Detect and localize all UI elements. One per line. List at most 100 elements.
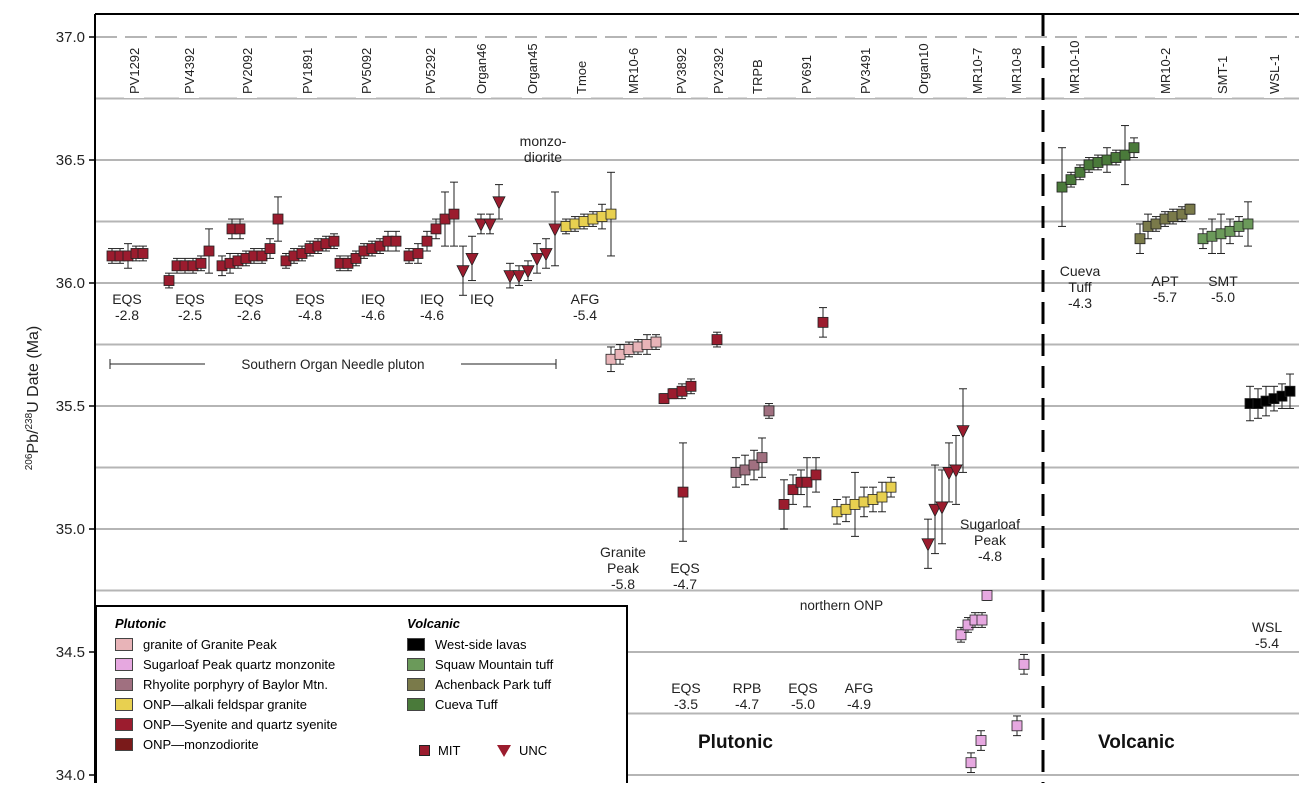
legend-label: Cueva Tuff [435, 697, 498, 712]
sample-labels: PV1292 PV4392 PV2092 PV1891 PV5092 PV5292 Orga… [124, 40, 1284, 98]
data-point-mit [1167, 211, 1179, 222]
sample-label-bg [1155, 40, 1175, 98]
legend-swatch [115, 658, 133, 671]
legend-unc: UNC [497, 743, 547, 758]
data-point-mit [867, 494, 879, 505]
data-point-mit [658, 393, 670, 405]
data-point-mit [756, 452, 768, 464]
sample-label-bg [623, 40, 643, 98]
legend-label: Sugarloaf Peak quartz monzonite [143, 657, 336, 672]
data-point-mit [430, 223, 442, 235]
data-point-mit [163, 275, 175, 286]
sample-label: TRPB [750, 59, 765, 94]
legend-swatch [407, 698, 425, 711]
legend-item: Rhyolite porphyry of Baylor Mtn. [115, 677, 328, 692]
northern-range-label: northern ONP [800, 598, 883, 613]
square-marker-icon [419, 745, 430, 756]
sample-label-bg [796, 40, 816, 98]
legend-swatch [407, 638, 425, 651]
y-tick-label: 37.0 [56, 29, 85, 46]
sample-label: PV5092 [359, 48, 374, 94]
data-point-unc [949, 464, 963, 478]
data-point-mit [711, 334, 723, 345]
data-point-mit [195, 257, 207, 269]
sample-label-bg [671, 40, 691, 98]
data-point-mit [623, 344, 635, 355]
data-point-mit [1242, 218, 1254, 230]
sample-label-bg [855, 40, 875, 98]
group-annotation: -4.6 [420, 307, 444, 323]
data-point-mit [667, 388, 679, 400]
data-point-mit [817, 316, 829, 328]
group-annotation: IEQ [420, 291, 444, 307]
data-point-mit [840, 503, 852, 515]
data-point-unc [935, 501, 949, 515]
sample-label: WSL-1 [1267, 54, 1282, 94]
legend-mit: MIT [419, 743, 460, 758]
group-annotation: AFG [845, 680, 874, 696]
data-point-unc [456, 265, 470, 279]
data-point-mit [1056, 181, 1068, 193]
group-annotation: -3.5 [674, 696, 698, 712]
southern-range-label: Southern Organ Needle pluton [241, 357, 424, 372]
data-point-mit [1184, 203, 1196, 215]
annotations: EQS-2.8EQS-2.5EQS-2.6EQS-4.8IEQ-4.6IEQ-4… [109, 133, 1282, 712]
group-annotation: -4.7 [735, 696, 759, 712]
group-annotation: -5.0 [791, 696, 815, 712]
data-point-unc [530, 253, 544, 267]
sample-label-bg [1064, 40, 1084, 98]
southern-range-label-bg [205, 354, 461, 374]
data-point-mit [876, 491, 888, 503]
sample-label: MR10-10 [1067, 41, 1082, 94]
legend-swatch [115, 738, 133, 751]
data-point-mit [605, 208, 617, 220]
sample-label: Organ45 [525, 43, 540, 94]
data-point-mit [234, 223, 246, 235]
data-point-unc [492, 196, 506, 210]
group-annotation: -4.3 [1068, 295, 1092, 311]
data-point-mit [849, 498, 861, 510]
legend-label: West-side lavas [435, 637, 527, 652]
data-point-unc [921, 538, 935, 552]
data-point-mit [955, 629, 967, 641]
group-annotation: Sugarloaf [960, 516, 1020, 532]
group-annotation: EQS [295, 291, 325, 307]
data-point-mit [203, 245, 215, 257]
data-point-mit [748, 459, 760, 471]
data-point-mit [1128, 142, 1140, 154]
sample-label: Tmoe [574, 61, 589, 94]
sample-label: PV1292 [127, 48, 142, 94]
legend-item: Cueva Tuff [407, 697, 498, 712]
group-annotation: Cueva [1060, 263, 1101, 279]
sample-label: SMT-1 [1215, 56, 1230, 94]
legend-label: Rhyolite porphyry of Baylor Mtn. [143, 677, 328, 692]
data-point-unc [548, 223, 562, 237]
sample-label-bg [913, 40, 933, 98]
group-annotation: -2.5 [178, 307, 202, 323]
sample-label-bg [967, 40, 987, 98]
legend-item: Squaw Mountain tuff [407, 657, 553, 672]
legend-label: ONP—monzodiorite [143, 737, 259, 752]
data-point-mit [801, 476, 813, 488]
sample-label-bg [747, 40, 767, 98]
legend-label: ONP—alkali feldspar granite [143, 697, 308, 712]
data-point-mit [1101, 154, 1113, 166]
sample-label-bg [237, 40, 257, 98]
group-annotation: EQS [112, 291, 142, 307]
data-point-unc [956, 425, 970, 439]
data-point-mit [1224, 225, 1236, 237]
data-point-mit [981, 590, 993, 601]
data-point-mit [264, 243, 276, 254]
data-point-mit [976, 614, 988, 626]
sample-label: Organ10 [916, 43, 931, 94]
legend-swatch [407, 658, 425, 671]
data-point-mit [763, 405, 775, 417]
data-point-mit [858, 496, 870, 508]
group-annotation: monzo- [520, 133, 567, 149]
group-annotation: -4.8 [298, 307, 322, 323]
legend-label: ONP—Syenite and quartz syenite [143, 717, 338, 732]
data-point-mit [439, 213, 451, 225]
data-point-unc [521, 265, 535, 279]
